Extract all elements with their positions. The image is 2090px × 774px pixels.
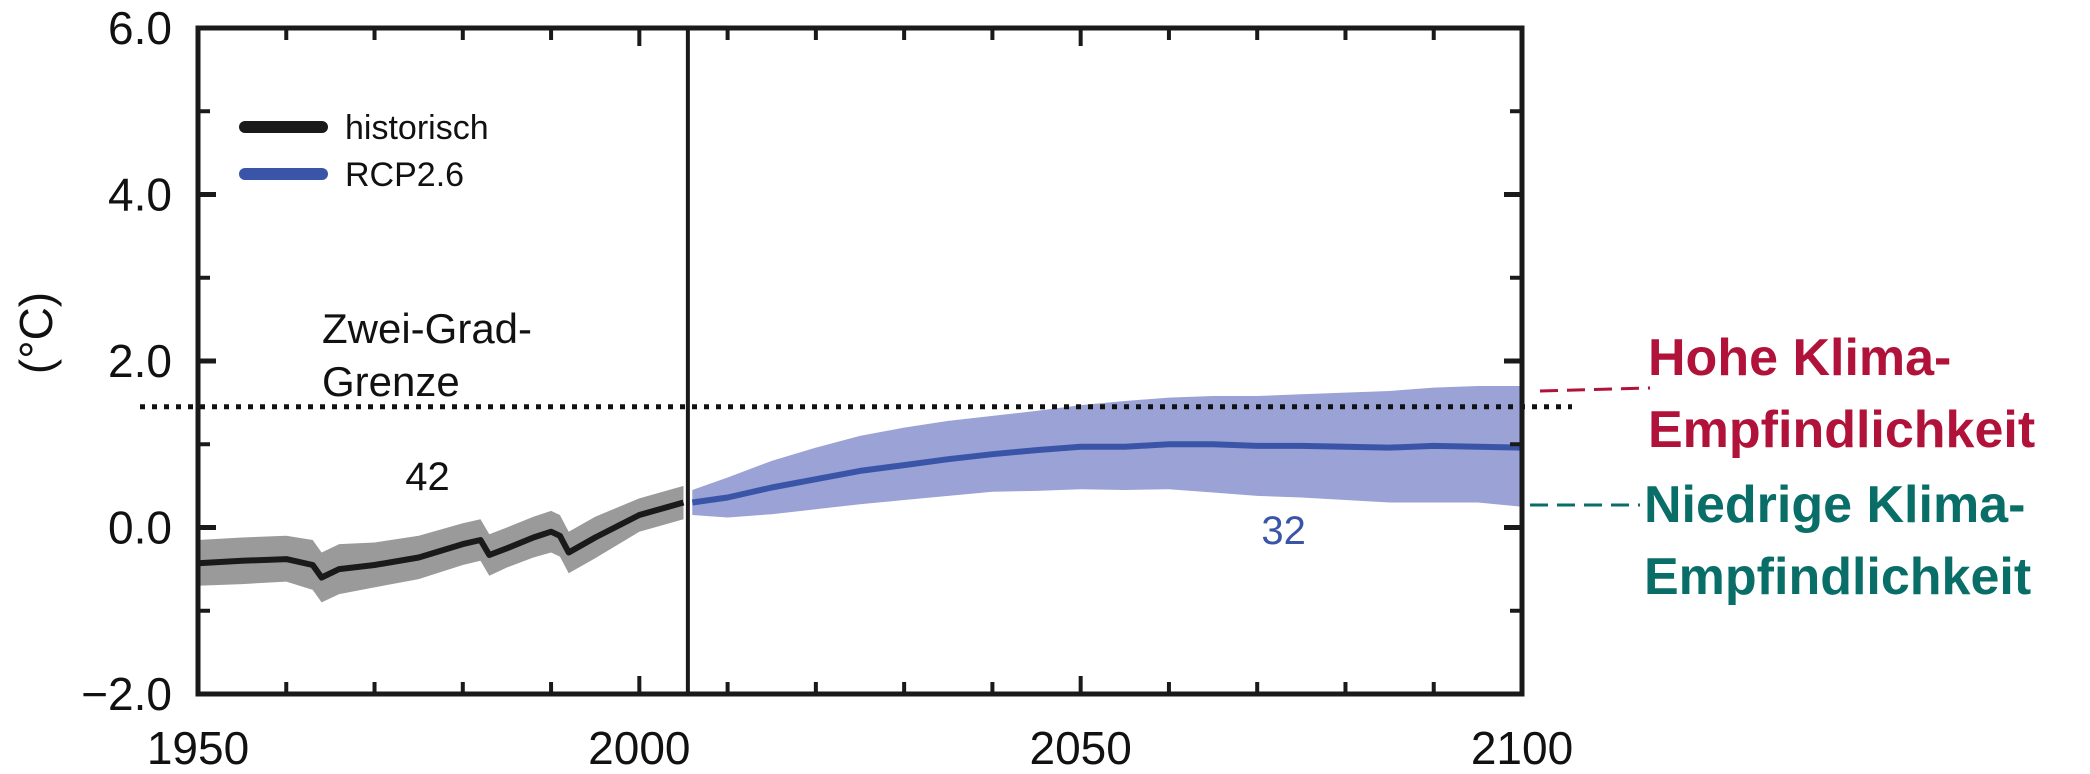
series-lines (197, 441, 1523, 581)
x-tick-label: 1950 (147, 722, 249, 774)
low-sensitivity-label-line2: Empfindlichkeit (1644, 548, 2031, 606)
x-tick-label: 2000 (588, 722, 690, 774)
band-rcp26 (692, 386, 1522, 518)
y-tick-label: 0.0 (108, 502, 172, 554)
band-historisch (198, 485, 684, 603)
y-tick-label: 2.0 (108, 335, 172, 387)
series-line-rcp26 (691, 441, 1523, 506)
threshold-label-line2: Grenze (322, 358, 460, 405)
low-sensitivity-label-line1: Niedrige Klima- (1644, 476, 2025, 534)
legend: historisch RCP2.6 (239, 109, 489, 194)
series-line-historisch (197, 499, 685, 581)
high-sensitivity-connector (1539, 386, 1651, 393)
reference-lines (140, 28, 1572, 694)
legend-label-rcp26: RCP2.6 (345, 156, 464, 194)
y-tick-label: −2.0 (81, 668, 172, 720)
model-count-rcp26: 32 (1261, 509, 1306, 553)
high-sensitivity-label-line1: Hohe Klima- (1648, 329, 1951, 387)
x-tick-label: 2050 (1029, 722, 1131, 774)
x-tick-label: 2100 (1471, 722, 1573, 774)
legend-label-historisch: historisch (345, 109, 489, 147)
axis-ticks (196, 25, 1524, 697)
model-count-historical: 42 (405, 455, 450, 499)
tick-labels: −2.0 0.0 2.0 4.0 6.0 1950 2000 2050 2100 (81, 2, 1573, 774)
side-labels: Hohe Klima- Empfindlichkeit Niedrige Kli… (1530, 329, 2035, 606)
uncertainty-bands (198, 386, 1522, 603)
high-sensitivity-label-line2: Empfindlichkeit (1648, 401, 2035, 459)
y-axis-label: (°C) (10, 292, 62, 374)
y-tick-label: 6.0 (108, 2, 172, 54)
threshold-label-line1: Zwei-Grad- (322, 305, 532, 352)
y-tick-label: 4.0 (108, 169, 172, 221)
